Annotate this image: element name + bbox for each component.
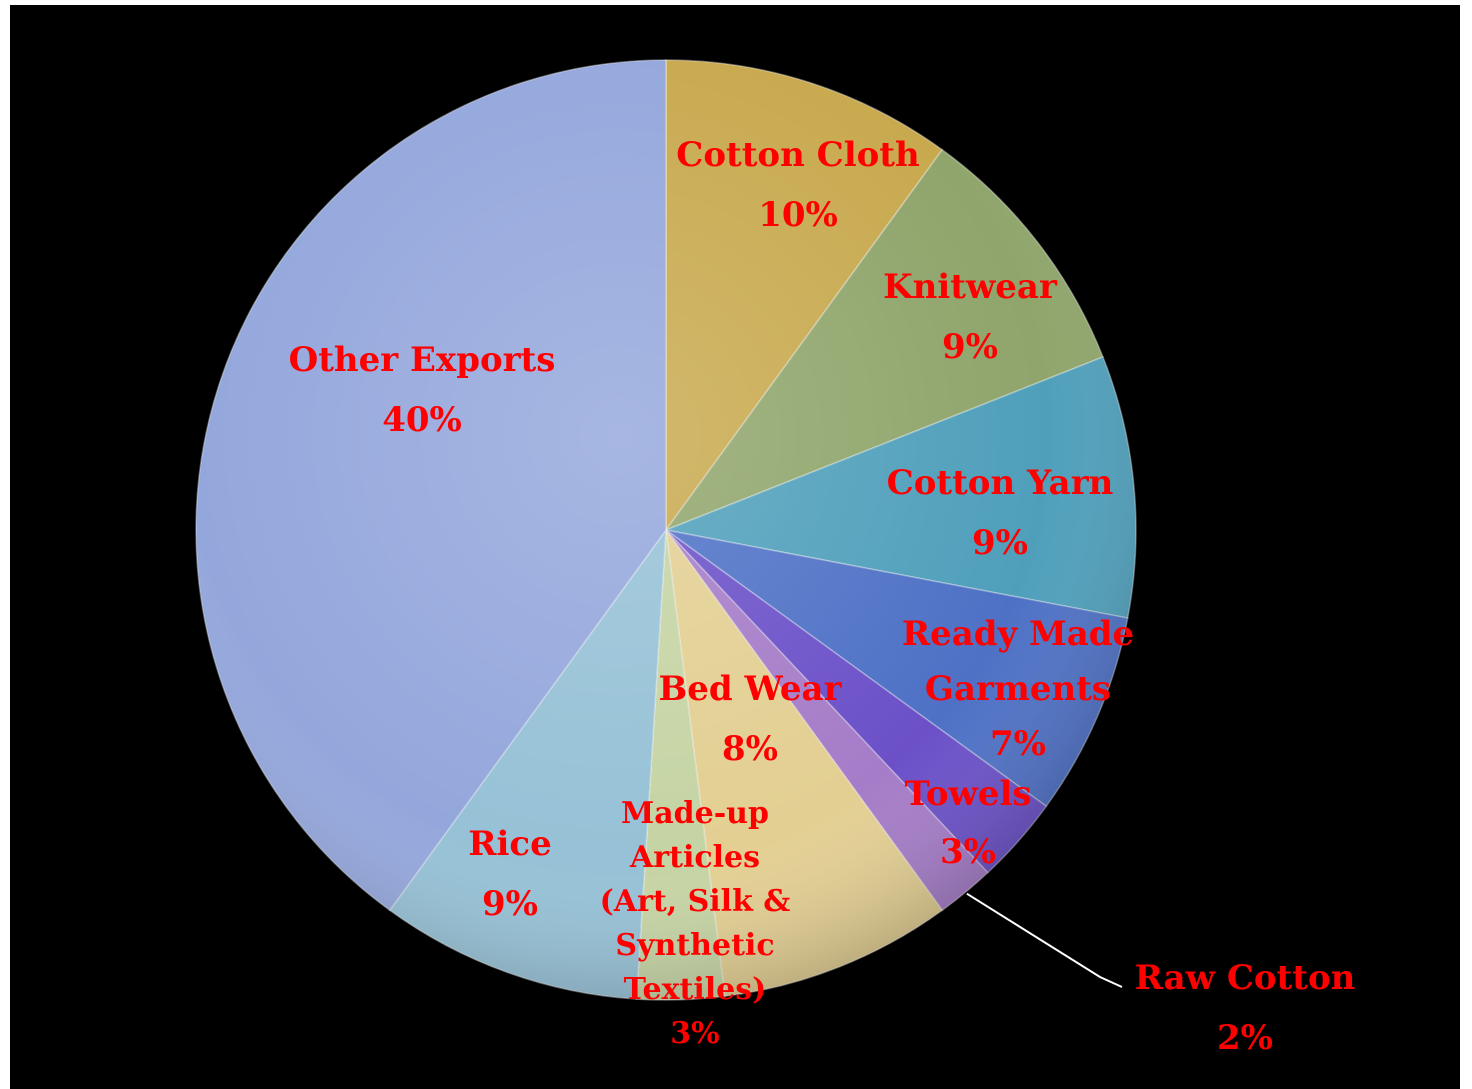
leader-lines [966,892,1123,988]
label-other-exports: Other Exports 40% [289,340,556,440]
label-bed-wear: Bed Wear 8% [659,669,843,769]
label-made-up-articles-art-silk-synthetic-textiles: Made-up Articles (Art, Silk & Synthetic Text… [600,796,791,1051]
pie-chart: Cotton Cloth 10% Knitwear 9% Cotton Yarn 9% Re… [195,59,1356,1058]
chart-panel: Cotton Cloth 10% Knitwear 9% Cotton Yarn 9% Re… [10,5,1460,1089]
label-raw-cotton: Raw Cotton 2% [1135,958,1356,1058]
label-cotton-cloth: Cotton Cloth 10% [676,135,919,235]
label-cotton-yarn: Cotton Yarn 9% [887,463,1114,563]
label-ready-made-garments: Ready Made Garments 7% [902,614,1134,764]
label-knitwear: Knitwear 9% [883,267,1058,367]
label-rice: Rice 9% [468,824,552,924]
slice-labels: Cotton Cloth 10% Knitwear 9% Cotton Yarn 9% Re… [289,135,1356,1058]
leader-line-raw-cotton [966,892,1123,988]
label-towels: Towels 3% [904,774,1031,872]
